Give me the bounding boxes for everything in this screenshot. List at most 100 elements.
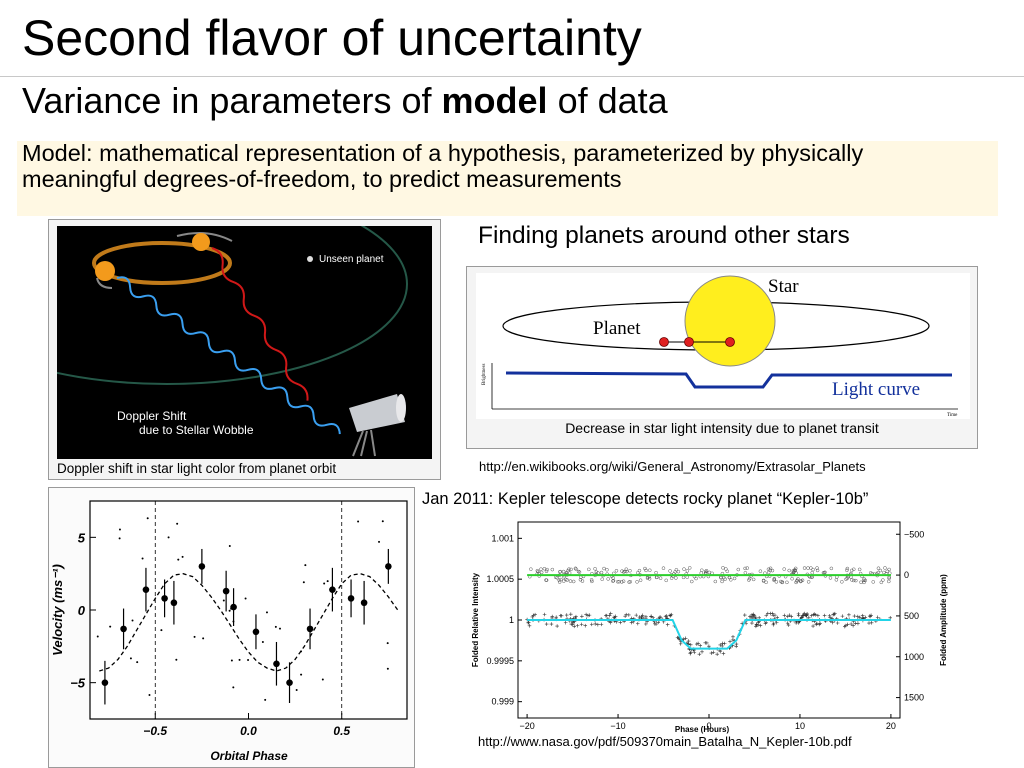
upper-data-point [635, 580, 639, 584]
nasa-link[interactable]: http://www.nasa.gov/pdf/509370main_Batal… [478, 734, 852, 749]
lower-data-point [860, 613, 865, 618]
lower-data-point [796, 612, 801, 616]
lower-data-point [828, 615, 832, 620]
telescope-icon [349, 394, 406, 457]
upper-data-point [569, 567, 573, 572]
raw-measurement-dot [146, 517, 149, 520]
velocity-point [198, 563, 206, 570]
lower-data-point [608, 611, 613, 616]
raw-measurement-dot [232, 686, 235, 689]
raw-measurement-dot [238, 658, 241, 661]
lower-data-point [584, 612, 588, 617]
upper-data-point [593, 567, 597, 571]
lower-data-point [623, 614, 627, 618]
lower-data-point [840, 614, 845, 618]
lower-data-point [815, 621, 819, 626]
upper-data-point [885, 569, 889, 574]
star-icon-wobble [95, 261, 115, 281]
upper-data-point [565, 578, 569, 582]
lower-data-point [718, 643, 723, 647]
lower-data-point [855, 614, 860, 619]
raw-measurement-dot [181, 555, 184, 558]
lower-data-point [831, 612, 835, 617]
transit-model-line [527, 619, 891, 650]
kepler-y-tick-label: 0.9995 [486, 656, 514, 666]
raw-measurement-dot [321, 678, 324, 681]
velocity-point [222, 587, 230, 595]
upper-data-point [815, 566, 819, 570]
lower-data-point [847, 613, 851, 617]
upper-data-point [747, 576, 752, 581]
velocity-point [252, 628, 260, 636]
upper-data-point [619, 580, 624, 584]
lower-data-point [688, 650, 693, 655]
upper-data-point [729, 578, 733, 582]
velocity-point [286, 679, 293, 686]
velocity-point [385, 563, 392, 570]
lower-data-point [750, 621, 754, 625]
upper-data-point [802, 566, 807, 570]
raw-measurement-dot [167, 536, 170, 539]
upper-data-point [550, 567, 555, 572]
lower-data-point [818, 621, 822, 626]
velocity-point [329, 586, 336, 593]
lower-data-point [700, 650, 704, 654]
velocity-y-tick-label: 0 [78, 603, 86, 618]
upper-data-point [774, 580, 779, 584]
upper-data-point [806, 580, 811, 584]
lower-data-point [863, 615, 868, 620]
upper-data-point [852, 567, 856, 572]
upper-data-point [544, 569, 549, 574]
definition-box [17, 141, 998, 216]
wikibooks-link[interactable]: http://en.wikibooks.org/wiki/General_Ast… [479, 459, 866, 474]
lower-data-point [599, 622, 604, 627]
lower-data-point [613, 614, 618, 619]
raw-measurement-dot [274, 625, 277, 628]
upper-data-point [682, 567, 686, 571]
lower-data-point [663, 614, 668, 619]
upper-data-point [573, 566, 578, 571]
upper-data-point [799, 579, 803, 583]
lower-data-point [531, 613, 536, 618]
kepler-x-tick-label: 0 [706, 721, 711, 731]
kepler-x-tick-label: −20 [519, 721, 534, 731]
upper-data-point [643, 566, 647, 571]
raw-measurement-dot [228, 609, 231, 612]
lower-data-point [604, 613, 609, 618]
velocity-plot-area [89, 500, 408, 720]
velocity-point [273, 660, 280, 668]
upper-data-point [770, 568, 775, 573]
lower-data-point [612, 615, 616, 619]
lower-data-point [635, 621, 640, 626]
lower-data-point [580, 614, 584, 619]
upper-data-point [713, 579, 718, 584]
raw-measurement-dot [230, 659, 233, 662]
upper-data-point [793, 566, 798, 571]
transit-heading: Finding planets around other stars [478, 222, 850, 249]
lower-data-point [569, 612, 573, 617]
lower-data-point [827, 614, 832, 618]
raw-measurement-dot [131, 619, 134, 622]
lower-data-point [774, 620, 779, 625]
lower-data-point [634, 613, 639, 617]
lower-data-point [875, 615, 880, 620]
lower-data-point [705, 641, 709, 645]
lower-data-point [593, 622, 597, 626]
lower-data-point [711, 650, 716, 655]
lower-data-point [835, 621, 840, 625]
velocity-point [230, 603, 237, 611]
raw-measurement-dot [378, 540, 381, 543]
lower-data-point [786, 623, 791, 627]
raw-measurement-dot [244, 597, 247, 600]
lower-data-point [572, 624, 577, 629]
upper-data-point [862, 578, 866, 583]
upper-data-point [628, 568, 632, 573]
lower-data-point [656, 620, 661, 625]
upper-data-point [823, 570, 827, 575]
lower-data-point [688, 643, 693, 647]
lower-data-point [811, 624, 815, 628]
lower-data-point [721, 651, 726, 656]
upper-data-point [568, 579, 573, 583]
upper-data-point [638, 578, 643, 582]
upper-data-point [685, 569, 690, 573]
